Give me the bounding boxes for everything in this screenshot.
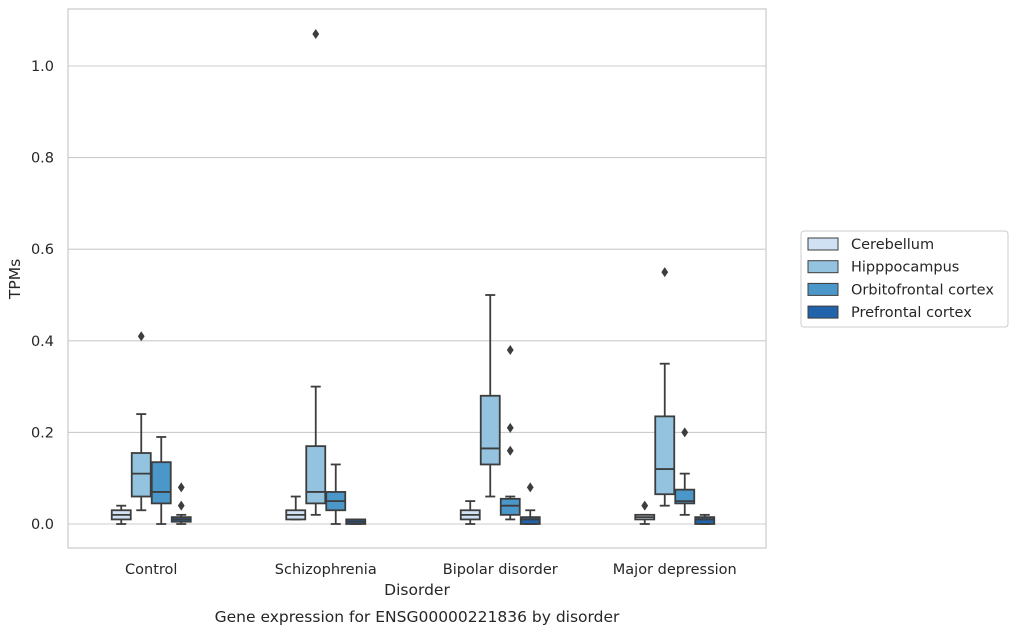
x-tick-label: Major depression bbox=[613, 562, 737, 578]
outlier-point bbox=[661, 267, 669, 278]
legend-label: Hipppocampus bbox=[851, 260, 959, 276]
outlier-point bbox=[177, 500, 185, 511]
box-body bbox=[674, 488, 696, 505]
y-tick-label: 0.6 bbox=[31, 242, 54, 258]
box-orbitofrontal-cortex bbox=[325, 463, 347, 525]
box-cerebellum bbox=[459, 500, 481, 525]
legend-swatch bbox=[807, 305, 839, 319]
x-tick-label: Schizophrenia bbox=[275, 562, 377, 578]
legend-swatch bbox=[807, 282, 839, 296]
box-body bbox=[305, 445, 327, 505]
box-body bbox=[130, 452, 152, 498]
box-hipppocampus bbox=[305, 28, 327, 516]
box-prefrontal-cortex bbox=[345, 518, 367, 525]
x-tick-label: Bipolar disorder bbox=[443, 562, 558, 578]
box-prefrontal-cortex bbox=[519, 482, 541, 525]
outlier-point bbox=[526, 482, 534, 493]
outlier-point bbox=[681, 427, 689, 438]
box-cerebellum bbox=[634, 500, 656, 525]
box-series bbox=[110, 28, 716, 525]
x-tick-label: Control bbox=[125, 562, 177, 578]
box-orbitofrontal-cortex bbox=[150, 436, 172, 525]
box-body bbox=[479, 394, 501, 466]
box-hipppocampus bbox=[479, 294, 501, 498]
outlier-point bbox=[506, 445, 514, 456]
box-hipppocampus bbox=[130, 331, 152, 512]
outlier-point bbox=[177, 482, 185, 493]
y-tick-labels: 0.0 0.2 0.4 0.6 0.8 1.0 bbox=[31, 59, 54, 533]
box-body bbox=[499, 497, 521, 516]
box-body bbox=[654, 415, 676, 496]
outlier-point bbox=[641, 500, 649, 511]
x-tick-labels: Control Schizophrenia Bipolar disorder Majo… bbox=[125, 562, 737, 578]
box-cerebellum bbox=[285, 495, 307, 521]
outlier-point bbox=[312, 28, 320, 39]
legend-swatch bbox=[807, 237, 839, 251]
y-tick-label: 0.8 bbox=[31, 151, 54, 167]
box-body bbox=[519, 516, 541, 525]
y-tick-label: 0.0 bbox=[31, 517, 54, 533]
box-hipppocampus bbox=[654, 267, 676, 507]
outlier-point bbox=[506, 344, 514, 355]
legend: Cerebellum Hipppocampus Orbitofrontal cort… bbox=[800, 230, 1009, 328]
y-tick-label: 0.4 bbox=[31, 334, 54, 350]
legend-frame bbox=[800, 230, 1009, 328]
legend-label: Orbitofrontal cortex bbox=[851, 282, 994, 298]
y-axis-label: TPMs bbox=[6, 259, 24, 300]
box-body bbox=[694, 516, 716, 525]
y-tick-label: 0.2 bbox=[31, 425, 54, 441]
legend-swatch bbox=[807, 260, 839, 274]
figure-caption: Gene expression for ENSG00000221836 by d… bbox=[215, 608, 620, 626]
plot-frame bbox=[67, 8, 767, 549]
y-tick-label: 1.0 bbox=[31, 59, 54, 75]
box-orbitofrontal-cortex bbox=[674, 427, 696, 516]
box-prefrontal-cortex bbox=[170, 482, 192, 525]
x-axis-label: Disorder bbox=[384, 581, 450, 599]
box-prefrontal-cortex bbox=[694, 513, 716, 525]
legend-label: Prefrontal cortex bbox=[851, 305, 972, 321]
box-cerebellum bbox=[110, 504, 132, 525]
outlier-point bbox=[506, 422, 514, 433]
box-body bbox=[150, 461, 172, 505]
legend-label: Cerebellum bbox=[851, 237, 934, 253]
outlier-point bbox=[137, 331, 145, 342]
box-orbitofrontal-cortex bbox=[499, 344, 521, 521]
